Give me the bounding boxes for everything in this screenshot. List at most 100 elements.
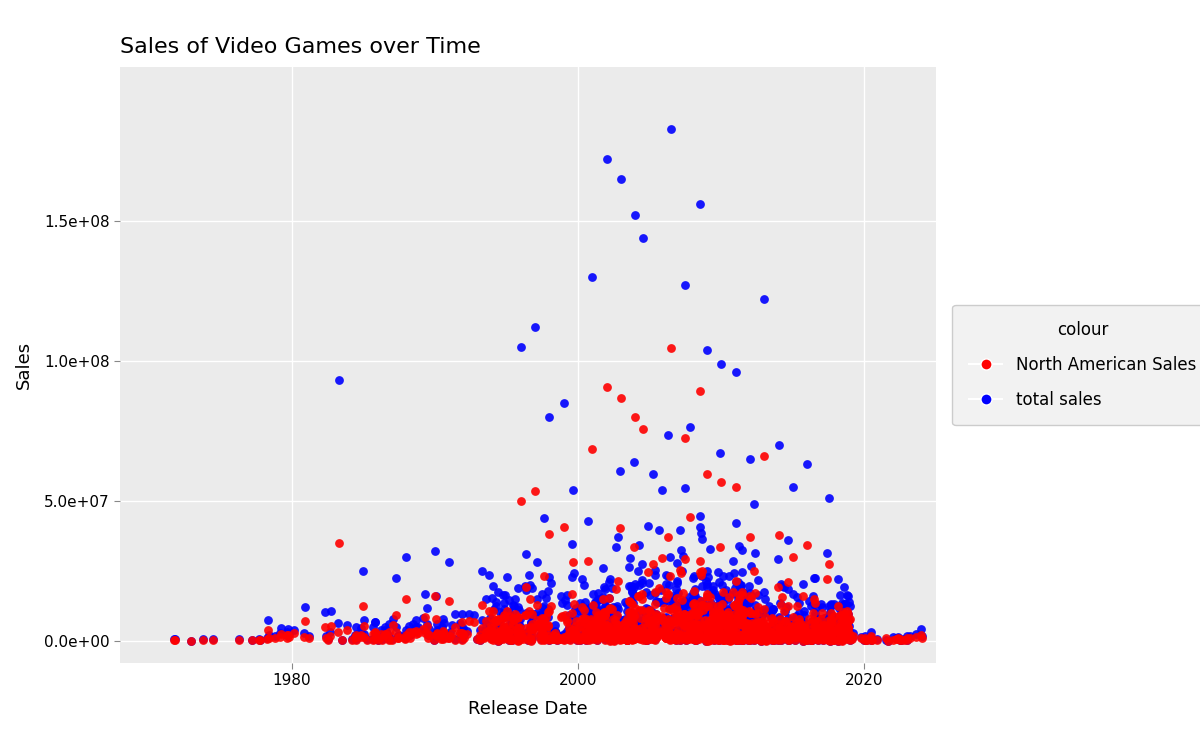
Point [700, 629, 719, 641]
Point [761, 629, 780, 641]
Point [762, 605, 781, 617]
Point [494, 612, 514, 624]
Point [787, 631, 806, 643]
Point [443, 618, 462, 630]
Point [545, 631, 564, 643]
Point [624, 541, 643, 553]
Point [432, 626, 451, 638]
Point [575, 616, 594, 628]
Point [708, 632, 727, 644]
Point [623, 634, 642, 646]
Point [431, 627, 450, 639]
Point [577, 633, 596, 644]
Point [733, 617, 752, 629]
Point [826, 621, 845, 633]
Point [755, 632, 774, 644]
Point [734, 624, 754, 636]
Point [823, 634, 842, 646]
Point [834, 624, 853, 635]
Point [816, 632, 835, 644]
Point [814, 633, 833, 644]
Point [691, 630, 710, 642]
Point [718, 632, 737, 644]
Point [852, 633, 871, 644]
Point [799, 628, 818, 640]
Point [839, 621, 858, 633]
Point [624, 627, 643, 638]
Point [594, 616, 613, 628]
Point [808, 615, 827, 627]
Point [788, 630, 808, 642]
Point [623, 631, 642, 643]
Point [418, 630, 437, 641]
Point [733, 632, 752, 644]
Point [534, 600, 553, 612]
Point [883, 634, 902, 646]
Point [798, 627, 817, 639]
Point [560, 628, 580, 640]
Point [662, 630, 682, 641]
Point [606, 583, 625, 595]
Point [797, 634, 816, 646]
Point [769, 629, 788, 641]
Point [821, 633, 840, 645]
Point [490, 630, 509, 641]
Point [728, 611, 748, 623]
Point [815, 630, 834, 641]
Point [499, 627, 518, 638]
Point [418, 618, 437, 630]
Point [721, 606, 740, 618]
Point [600, 573, 619, 585]
Point [665, 630, 684, 641]
Point [698, 624, 718, 636]
Point [691, 621, 710, 633]
Point [906, 631, 925, 643]
Point [542, 632, 562, 644]
Point [503, 632, 522, 644]
Point [618, 634, 637, 646]
Point [642, 616, 661, 628]
Point [464, 609, 484, 621]
Point [860, 631, 880, 643]
Point [362, 634, 382, 646]
Point [703, 584, 722, 596]
Point [888, 631, 907, 643]
Point [725, 633, 744, 644]
Point [731, 579, 750, 591]
Point [702, 587, 721, 599]
Point [586, 613, 605, 625]
Point [772, 626, 791, 638]
Point [730, 593, 749, 605]
Point [713, 586, 732, 598]
Point [587, 635, 606, 647]
Point [604, 600, 623, 612]
Point [242, 634, 262, 646]
Point [583, 631, 602, 643]
Point [692, 580, 712, 592]
Point [686, 631, 706, 643]
Point [770, 616, 790, 628]
Point [544, 629, 563, 641]
Point [674, 620, 694, 632]
Point [894, 633, 913, 645]
Point [578, 555, 598, 567]
Point [666, 631, 685, 643]
Point [733, 625, 752, 637]
Point [568, 634, 587, 646]
Point [781, 620, 800, 632]
Point [738, 629, 757, 641]
Point [624, 632, 643, 644]
Point [820, 619, 839, 631]
Point [593, 630, 612, 642]
Point [598, 622, 617, 634]
Point [265, 630, 284, 642]
Point [582, 630, 601, 642]
Point [842, 633, 862, 644]
Point [683, 629, 702, 641]
Point [502, 614, 521, 626]
Point [815, 620, 834, 632]
Point [838, 609, 857, 621]
Point [536, 633, 556, 644]
Point [608, 603, 628, 615]
Point [724, 600, 743, 612]
